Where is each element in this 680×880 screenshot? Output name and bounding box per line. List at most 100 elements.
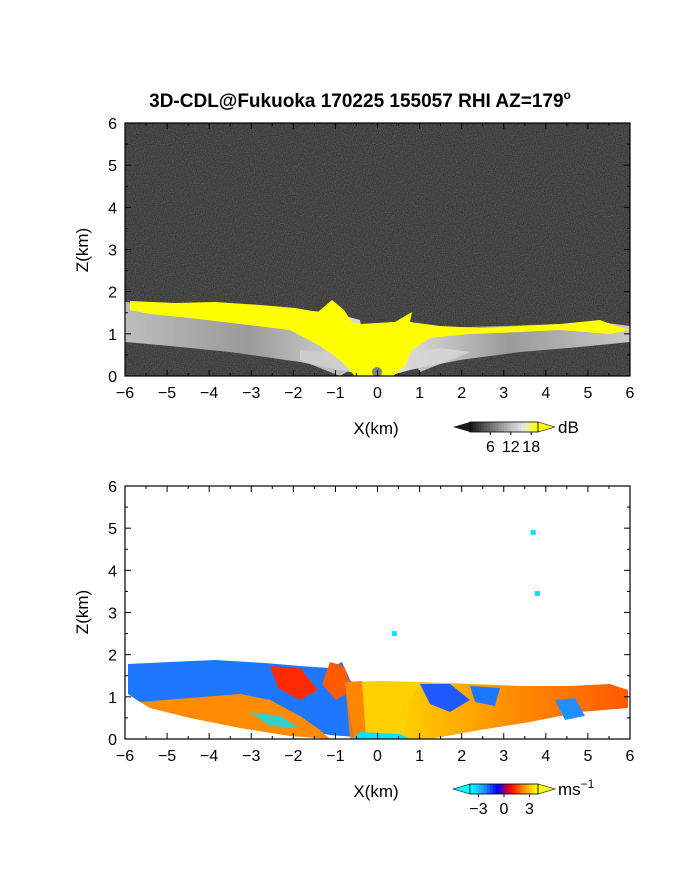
colorbar-cell [521,422,525,432]
colorbar-cell [506,422,511,432]
chart-title-text: 3D-CDL@Fukuoka 170225 155057 RHI AZ=179 [149,91,563,112]
y-tick-label: 6 [108,116,117,133]
chart-title: 3D-CDL@Fukuoka 170225 155057 RHI AZ=179o [149,88,571,112]
colorbar-cell [526,422,530,432]
colorbar-cell [489,784,494,794]
x-tick-label: −5 [158,385,176,402]
colorbar-high-arrow [537,421,557,433]
velocity-axes: −6 −5 −4 −3 −2 −1 0 1 2 3 4 5 6 0 1 2 3 4 5 6 [108,479,634,765]
colorbar-cell [512,422,516,432]
colorbar-cell [515,784,519,794]
colorbar-low-arrow [451,783,471,795]
colorbar-cell [470,784,474,794]
colorbar-tick-label: 0 [500,801,509,818]
y-tick-label: 4 [108,563,117,580]
colorbar-cell [501,784,505,794]
y-tick-label: 0 [108,369,117,386]
x-tick-label: −5 [158,748,176,765]
colorbar-cell [501,422,505,432]
colorbar-cell [498,784,502,794]
y-tick-label: 1 [108,690,117,707]
velocity-point [534,591,540,597]
colorbar-tick-label: 18 [522,439,540,456]
colorbar-cell [472,784,477,794]
y-tick-label: 3 [108,243,117,260]
velocity-field [125,486,630,739]
x-tick-label: 2 [457,385,466,402]
colorbar-cell [484,422,488,432]
reflectivity-field [125,123,630,376]
colorbar-low-arrow [453,422,470,432]
colorbar-cell [535,422,539,432]
chart-title-sup: o [564,88,571,102]
colorbar-cell [512,784,516,794]
velocity-colorbar: ms−1 −3 0 3 [451,777,595,818]
velocity-xlabel: X(km) [353,782,398,801]
colorbar-cell [532,784,536,794]
y-tick-label: 3 [108,606,117,623]
colorbar-cell [487,422,491,432]
x-tick-label: −6 [116,748,134,765]
colorbar-cell [481,784,485,794]
colorbar-cell [484,784,488,794]
reflectivity-colorbar-unit: dB [558,418,579,437]
x-tick-label: −2 [284,385,302,402]
velocity-point [530,529,536,535]
colorbar-cell [523,784,528,794]
colorbar-cell [521,784,525,794]
colorbar-tick-label: 12 [502,439,520,456]
x-tick-label: −1 [326,385,344,402]
x-tick-label: 0 [373,385,382,402]
y-tick-label: 5 [108,521,117,538]
colorbar-cell [518,784,522,794]
colorbar-cell [523,422,528,432]
reflectivity-ylabel: Z(km) [73,228,92,272]
y-tick-label: 1 [108,327,117,344]
x-tick-label: −6 [116,385,134,402]
colorbar-cell [518,422,522,432]
y-tick-label: 5 [108,158,117,175]
velocity-point [391,631,397,637]
colorbar-cell [529,784,533,794]
x-tick-label: 3 [499,385,508,402]
colorbar-cell [535,784,539,794]
colorbar-cell [495,422,499,432]
velocity-colorbar-unit: ms−1 [558,777,595,799]
colorbar-cell [526,784,530,794]
y-tick-label: 6 [108,479,117,496]
velocity-ylabel: Z(km) [73,590,92,634]
x-tick-label: −3 [242,385,260,402]
colorbar-cell [492,422,496,432]
colorbar-cell [475,422,479,432]
colorbar-cell [478,784,482,794]
colorbar-tick-label: 3 [525,801,534,818]
echo-core-yellow [130,300,630,376]
x-tick-label: −4 [200,385,218,402]
x-tick-label: 3 [499,748,508,765]
reflectivity-colorbar: dB 6 12 18 [453,418,579,456]
colorbar-high-arrow [537,783,557,795]
reflectivity-axes: −6 −5 −4 −3 −2 −1 0 1 2 3 4 5 6 0 1 2 3 4 5 6 [108,116,634,402]
colorbar-cell [495,784,499,794]
velocity-lower-left [140,694,330,739]
x-tick-label: 0 [373,748,382,765]
y-tick-label: 2 [108,285,117,302]
colorbar-cell [515,422,519,432]
colorbar-cell [504,784,508,794]
x-tick-label: 4 [541,385,550,402]
x-tick-label: −3 [242,748,260,765]
x-tick-label: −1 [326,748,344,765]
x-tick-label: 5 [583,385,592,402]
colorbar-cell [472,422,477,432]
x-tick-label: 6 [626,385,635,402]
x-tick-label: 5 [583,748,592,765]
x-tick-label: 1 [415,748,424,765]
colorbar-cell [492,784,496,794]
colorbar-cell [529,422,533,432]
x-tick-label: 2 [457,748,466,765]
colorbar-tick-label: 6 [486,439,495,456]
colorbar-cell [504,422,508,432]
colorbar-cell [470,422,474,432]
y-tick-label: 4 [108,200,117,217]
